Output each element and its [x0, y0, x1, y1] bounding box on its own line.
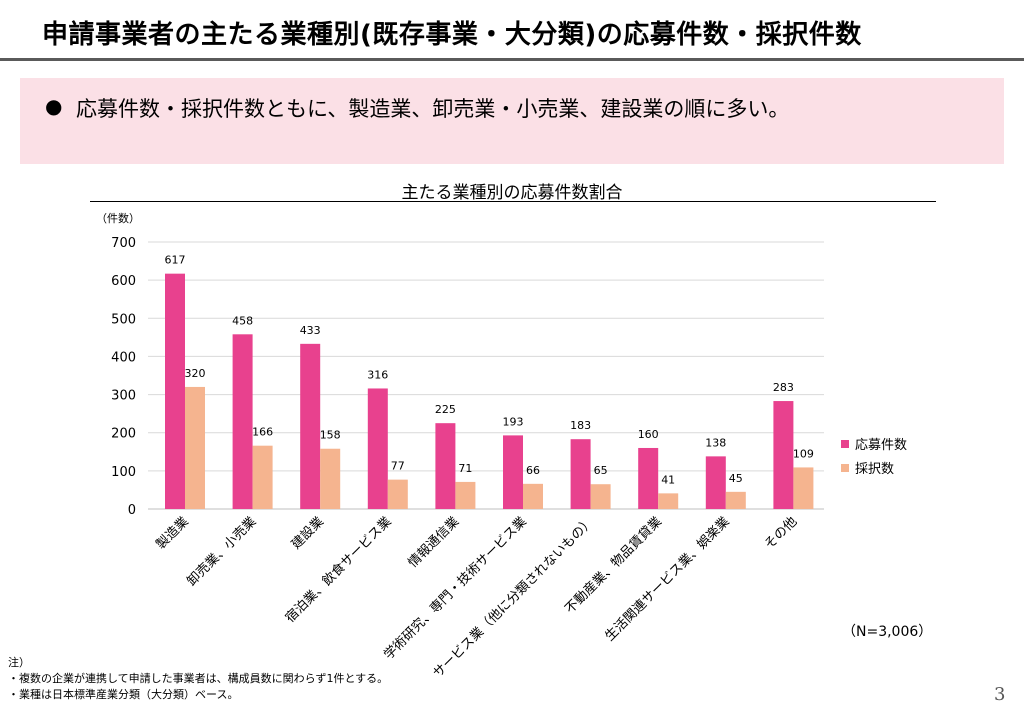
data-label: 45: [729, 472, 743, 485]
bar-saitaku: [185, 386, 205, 509]
summary-box: ● 応募件数・採択件数ともに、製造業、卸売業・小売業、建設業の順に多い。: [20, 78, 1004, 164]
footnote-item: ・業種は日本標準産業分類（大分類）ベース。: [8, 688, 239, 701]
chart-title-divider: [90, 201, 936, 202]
legend-swatch: [841, 464, 849, 472]
x-tick-label: 建設業: [288, 514, 327, 553]
bar-saitaku: [252, 445, 273, 509]
bar-saitaku: [793, 467, 814, 509]
bar-oubo: [773, 401, 794, 509]
data-label: 617: [165, 254, 186, 267]
bar-oubo: [705, 456, 726, 509]
data-label: 138: [705, 436, 726, 449]
bar-oubo: [503, 435, 523, 509]
y-tick-label: 700: [111, 236, 136, 251]
data-label: 458: [232, 314, 253, 327]
x-tick-label: その他: [762, 514, 800, 552]
data-label: 71: [458, 462, 472, 475]
bar-saitaku: [658, 493, 679, 509]
bar-saitaku: [320, 448, 341, 509]
bar-oubo: [638, 447, 659, 509]
footnote-item: ・複数の企業が連携して申請した事業者は、構成員数に関わらず1件とする。: [8, 672, 389, 685]
y-tick-label: 600: [111, 274, 136, 289]
bullet-icon: ●: [45, 94, 63, 118]
data-label: 283: [773, 381, 794, 394]
data-label: 225: [435, 403, 456, 416]
bar-saitaku: [725, 491, 746, 509]
bar-oubo: [435, 423, 456, 509]
bar-oubo: [165, 273, 185, 509]
data-label: 160: [638, 428, 659, 441]
data-label: 65: [594, 464, 608, 477]
legend-label: 採択数: [855, 462, 894, 477]
y-tick-label: 0: [128, 503, 136, 518]
x-tick-label: 卸売業、小売業: [184, 514, 260, 590]
bar-oubo: [367, 388, 388, 509]
y-tick-label: 100: [111, 465, 136, 480]
footnotes: 注） ・複数の企業が連携して申請した事業者は、構成員数に関わらず1件とする。 ・…: [8, 655, 388, 703]
data-label: 109: [793, 447, 814, 460]
bar-oubo: [300, 343, 321, 509]
data-label: 41: [661, 473, 675, 486]
summary-text: 応募件数・採択件数ともに、製造業、卸売業・小売業、建設業の順に多い。: [76, 97, 790, 121]
data-label: 193: [503, 415, 524, 428]
legend-swatch: [841, 440, 849, 448]
bar-saitaku: [455, 481, 476, 509]
y-tick-label: 300: [111, 389, 136, 404]
x-tick-label: 学術研究、専門・技術サービス業: [381, 514, 530, 663]
y-tick-label: 500: [111, 312, 136, 327]
bar-saitaku: [590, 484, 611, 509]
data-label: 316: [367, 368, 388, 381]
data-label: 166: [252, 426, 273, 439]
chart-title: 主たる業種別の応募件数割合: [401, 183, 623, 203]
title-divider: [0, 58, 1024, 61]
bar-oubo: [570, 439, 591, 509]
data-label: 77: [391, 460, 405, 473]
bar-saitaku: [523, 483, 543, 509]
y-tick-label: 200: [111, 427, 136, 442]
x-tick-label: 製造業: [153, 514, 192, 553]
page-number: 3: [994, 684, 1006, 705]
y-tick-label: 400: [111, 350, 136, 365]
data-label: 183: [570, 419, 591, 432]
page-title: 申請事業者の主たる業種別(既存事業・大分類)の応募件数・採択件数: [42, 20, 862, 50]
legend-label: 応募件数: [855, 438, 907, 453]
data-label: 66: [526, 464, 540, 477]
x-tick-label: 情報通信業: [405, 514, 462, 571]
y-axis-label: （件数）: [96, 212, 140, 225]
bar-oubo: [232, 334, 253, 509]
data-label: 433: [300, 324, 321, 337]
data-label: 320: [185, 367, 206, 380]
x-tick-label: 生活関連サービス業、娯楽業: [602, 514, 733, 645]
footnote-heading: 注）: [8, 656, 30, 669]
sample-size-note: （N=3,006）: [842, 624, 933, 640]
bar-saitaku: [387, 479, 408, 509]
data-label: 158: [320, 429, 341, 442]
